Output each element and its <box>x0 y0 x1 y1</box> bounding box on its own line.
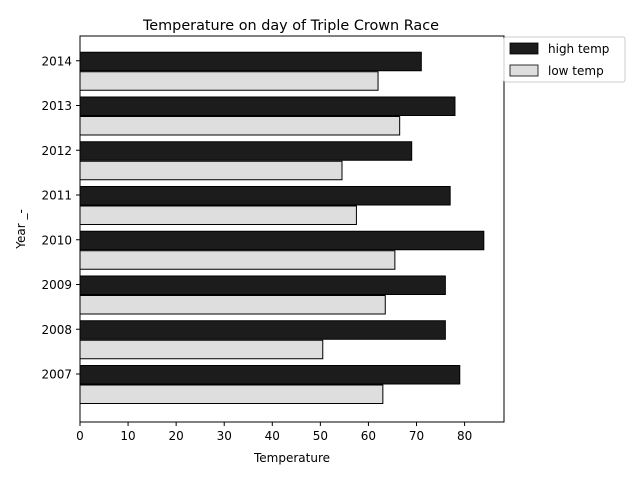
bar-high-temp-2013 <box>79 96 456 116</box>
bar-high-temp-2012 <box>79 141 413 161</box>
bar-low-temp-2011 <box>79 205 357 225</box>
bar-low-temp-2013 <box>79 116 401 136</box>
bar-high-temp-2010 <box>79 230 485 251</box>
legend-label-low-temp: low temp <box>548 64 604 78</box>
bar-high-temp-2009 <box>79 275 446 295</box>
y-tick-label: 2011 <box>41 189 72 203</box>
chart-title: Temperature on day of Triple Crown Race <box>142 18 439 34</box>
x-ticks-group: 0 10 20 30 40 50 60 70 80 <box>76 422 472 443</box>
y-axis-label: Year _- <box>14 209 28 250</box>
bar-high-temp-2008 <box>79 320 446 340</box>
x-tick-label: 50 <box>313 429 328 443</box>
x-tick-label: 70 <box>409 429 424 443</box>
y-ticks-group: 2007 2008 2009 2010 2011 2012 2013 2014 <box>41 54 80 382</box>
x-tick-label: 30 <box>217 429 232 443</box>
bar-low-temp-2012 <box>79 160 343 181</box>
y-tick-label: 2014 <box>41 54 72 68</box>
y-tick-label: 2012 <box>41 144 72 158</box>
x-tick-label: 40 <box>265 429 280 443</box>
y-tick-label: 2007 <box>41 368 72 382</box>
bar-high-temp-2011 <box>79 186 451 206</box>
plot-frame <box>79 35 505 423</box>
bar-low-temp-2009 <box>79 295 386 315</box>
bar-low-temp-2010 <box>79 250 396 270</box>
x-tick-label: 10 <box>120 429 135 443</box>
y-tick-label: 2013 <box>41 99 72 113</box>
x-tick-label: 0 <box>76 429 84 443</box>
bar-high-temp-2014 <box>79 51 422 72</box>
x-axis-label: Temperature <box>253 451 330 465</box>
bar-high-temp-2007 <box>79 365 461 385</box>
bar-low-temp-2008 <box>79 339 324 360</box>
y-tick-label: 2010 <box>41 233 72 247</box>
bars-group <box>79 51 485 404</box>
legend: high temp low temp <box>503 36 626 83</box>
x-tick-label: 80 <box>457 429 472 443</box>
x-tick-label: 20 <box>169 429 184 443</box>
legend-swatch-high-temp <box>509 42 539 55</box>
y-tick-label: 2008 <box>41 323 72 337</box>
x-tick-label: 60 <box>361 429 376 443</box>
y-tick-label: 2009 <box>41 278 72 292</box>
bar-low-temp-2014 <box>79 71 379 91</box>
legend-swatch-low-temp <box>509 64 539 77</box>
legend-label-high-temp: high temp <box>548 42 609 56</box>
bar-low-temp-2007 <box>79 384 384 404</box>
